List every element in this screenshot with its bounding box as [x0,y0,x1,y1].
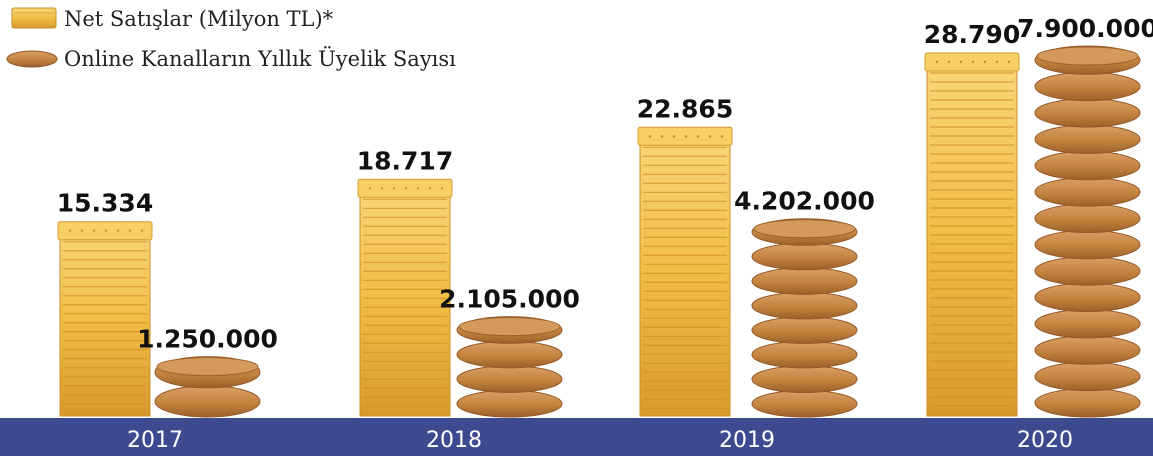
legend: Net Satışlar (Milyon TL)* Online Kanalla… [6,7,456,71]
value-label-online-members-2020: 7.900.000 [1017,14,1153,43]
value-label-online-members-2017: 1.250.000 [137,325,278,354]
value-label-online-members-2018: 2.105.000 [439,285,580,314]
category-axis-labels: 2017 2018 2019 2020 [127,428,1073,453]
legend-label-net-sales: Net Satışlar (Milyon TL)* [64,7,334,31]
value-label-net-sales-2017: 15.334 [57,189,153,218]
category-label-2020: 2020 [1017,428,1073,453]
category-label-2019: 2019 [719,428,775,453]
value-label-net-sales-2019: 22.865 [637,94,733,123]
bar-online-members-2019 [751,218,858,418]
value-label-online-members-2019: 4.202.000 [734,187,875,216]
value-label-net-sales-2020: 28.790 [924,20,1020,49]
value-label-net-sales-2018: 18.717 [357,146,453,175]
bar-net-sales-2019 [637,126,733,417]
category-axis-band [0,418,1153,456]
legend-item-online-members: Online Kanalların Yıllık Üyelik Sayısı [6,46,456,71]
bars [57,45,1141,418]
bar-online-members-2018 [456,316,563,418]
cracker-legend-icon [11,7,57,29]
cookie-legend-icon [6,50,58,68]
value-labels: 15.334 1.250.000 18.717 2.105.000 22.865 4.20… [57,14,1153,354]
bar-net-sales-2017 [57,221,153,417]
bar-online-members-2020 [1034,45,1141,418]
bar-online-members-2017 [154,356,261,418]
legend-item-net-sales: Net Satışlar (Milyon TL)* [11,7,334,31]
category-label-2017: 2017 [127,428,183,453]
legend-label-online-members: Online Kanalların Yıllık Üyelik Sayısı [64,46,456,71]
bar-net-sales-2018 [357,178,453,417]
bar-net-sales-2020 [924,52,1020,417]
category-label-2018: 2018 [426,428,482,453]
